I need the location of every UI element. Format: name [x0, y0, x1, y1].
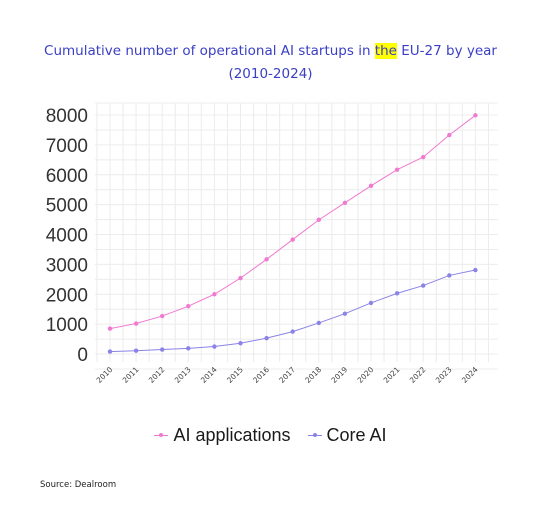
y-tick-label: 1000 — [46, 315, 88, 336]
y-tick-label: 0 — [77, 345, 88, 366]
data-point[interactable] — [394, 291, 400, 296]
data-point[interactable] — [421, 154, 426, 160]
data-point[interactable] — [238, 275, 243, 281]
x-tick-label: 2024 — [460, 365, 480, 385]
data-point[interactable] — [368, 300, 374, 306]
data-point[interactable] — [473, 267, 478, 273]
legend: AI applications Core AI — [0, 420, 541, 446]
x-tick-label: 2022 — [408, 365, 428, 385]
y-tick-label: 5000 — [46, 196, 88, 217]
data-point[interactable] — [368, 183, 374, 189]
x-tick-label: 2017 — [277, 365, 297, 385]
data-point[interactable] — [342, 311, 348, 316]
x-tick-label: 2023 — [434, 365, 454, 385]
source-note: Source: Dealroom — [40, 480, 117, 490]
x-tick-label: 2019 — [329, 365, 349, 385]
x-tick-label: 2020 — [356, 365, 376, 385]
data-point[interactable] — [394, 167, 400, 172]
series-layer — [107, 113, 478, 354]
data-point[interactable] — [290, 329, 295, 334]
data-point[interactable] — [342, 200, 348, 206]
data-point[interactable] — [447, 273, 452, 278]
y-tick-label: 2000 — [46, 285, 88, 306]
data-point[interactable] — [107, 326, 113, 331]
x-axis: 2010 2011 2012 2013 2014 2015 2016 2017 2018 2019… — [95, 365, 480, 385]
data-point[interactable] — [107, 349, 113, 354]
data-point[interactable] — [212, 292, 217, 297]
data-point[interactable] — [264, 335, 269, 341]
y-axis: 0 1000 2000 3000 4000 5000 6000 7000 8000 — [46, 106, 88, 366]
data-point[interactable] — [264, 257, 269, 262]
data-point[interactable] — [447, 132, 452, 138]
x-tick-label: 2012 — [147, 365, 167, 385]
legend-item-core-ai[interactable]: Core AI — [307, 425, 387, 446]
x-tick-label: 2021 — [382, 365, 402, 385]
series-core-ai — [107, 267, 478, 354]
title-text-start: Cumulative number of operational AI star… — [44, 43, 375, 59]
data-point[interactable] — [316, 320, 321, 326]
x-tick-label: 2013 — [173, 365, 193, 385]
y-tick-label: 3000 — [46, 255, 88, 276]
legend-item-ai-applications[interactable]: AI applications — [154, 425, 291, 446]
data-point[interactable] — [186, 304, 191, 309]
x-tick-label: 2011 — [121, 365, 141, 385]
chart-title: Cumulative number of operational AI star… — [0, 40, 541, 86]
x-tick-label: 2010 — [95, 365, 115, 385]
data-point[interactable] — [133, 348, 139, 353]
data-point[interactable] — [160, 347, 165, 352]
y-tick-label: 8000 — [46, 106, 88, 127]
data-point[interactable] — [316, 217, 321, 223]
data-point[interactable] — [290, 237, 295, 242]
data-point[interactable] — [473, 113, 478, 118]
x-tick-label: 2018 — [303, 365, 323, 385]
series-ai-applications — [107, 113, 478, 331]
title-text-end: EU-27 by year — [396, 43, 497, 59]
data-point[interactable] — [421, 283, 426, 288]
legend-label-ai-applications: AI applications — [173, 425, 291, 445]
title-line-1: Cumulative number of operational AI star… — [0, 40, 541, 63]
x-tick-label: 2015 — [225, 365, 245, 385]
legend-swatch-core-ai — [307, 433, 322, 437]
y-tick-label: 6000 — [46, 166, 88, 187]
title-line-2: (2010-2024) — [228, 66, 313, 82]
data-point[interactable] — [186, 346, 191, 351]
x-tick-label: 2014 — [199, 365, 219, 385]
y-tick-label: 7000 — [46, 136, 88, 157]
data-point[interactable] — [133, 321, 139, 326]
data-point[interactable] — [238, 341, 243, 346]
y-tick-label: 4000 — [46, 226, 88, 247]
x-tick-label: 2016 — [251, 365, 271, 385]
title-highlighted-word: the — [374, 43, 397, 59]
legend-swatch-ai-applications — [154, 433, 169, 437]
data-point[interactable] — [160, 313, 165, 319]
data-point[interactable] — [212, 344, 217, 349]
grid — [95, 102, 498, 370]
legend-label-core-ai: Core AI — [326, 425, 387, 445]
